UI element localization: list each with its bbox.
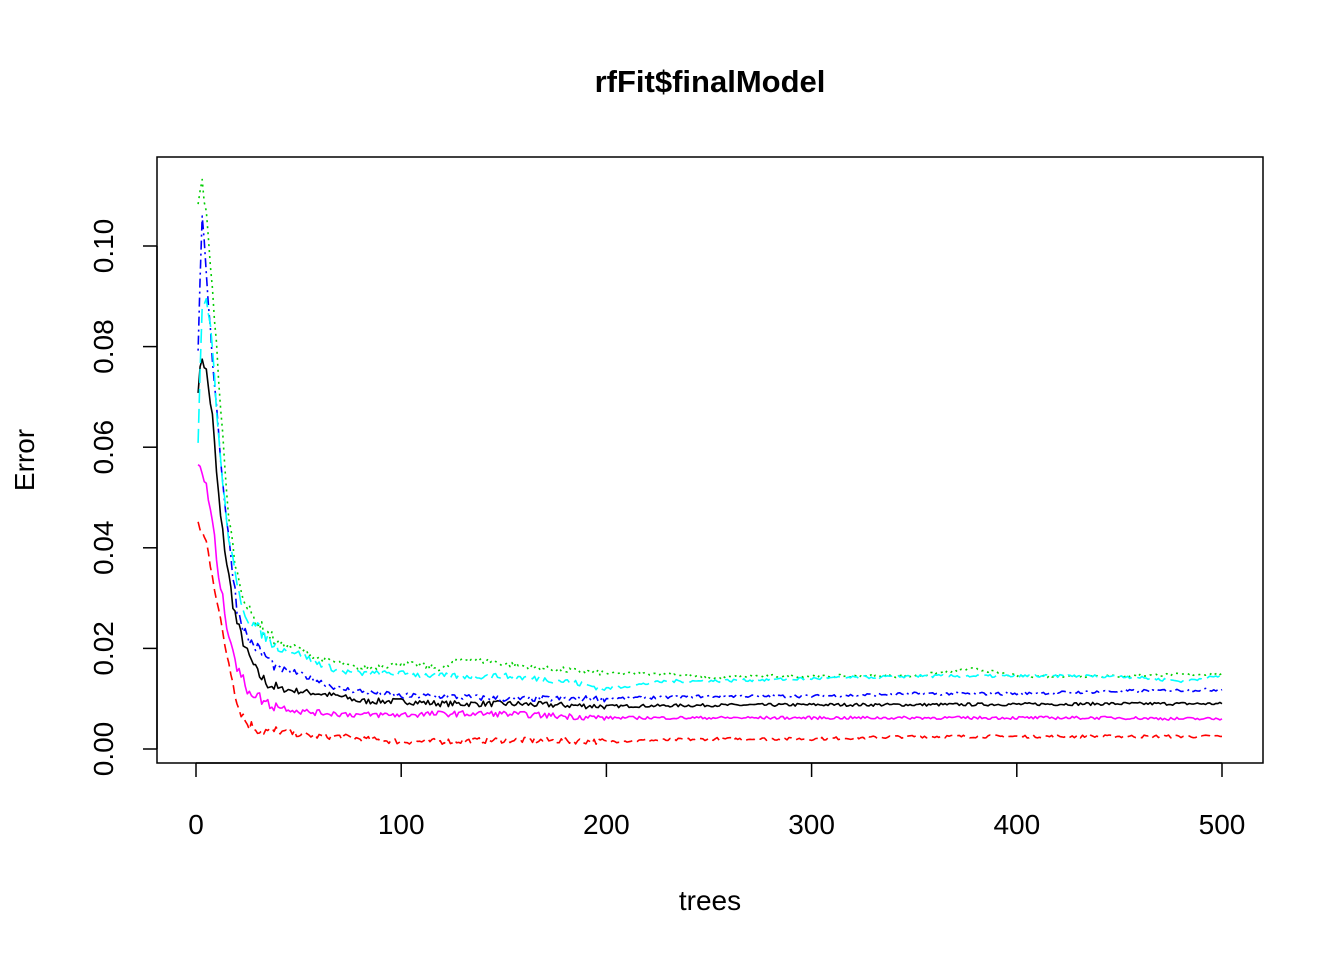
y-tick-label: 0.06	[88, 420, 119, 475]
x-tick-label: 500	[1199, 809, 1246, 840]
chart-title: rfFit$finalModel	[595, 64, 826, 99]
x-tick-label: 200	[583, 809, 630, 840]
y-tick-label: 0.08	[88, 319, 119, 374]
series-line-5	[197, 297, 1223, 692]
series-layer	[197, 178, 1223, 746]
y-tick-label: 0.00	[88, 722, 119, 777]
x-tick-label: 100	[378, 809, 425, 840]
x-tick-label: 300	[788, 809, 835, 840]
series-line-6	[197, 464, 1223, 721]
series-line-2	[197, 521, 1222, 746]
x-tick-label: 0	[188, 809, 204, 840]
y-tick-label: 0.04	[88, 521, 119, 576]
y-tick-label: 0.10	[88, 219, 119, 274]
x-axis: 0 100 200 300 400 500	[188, 762, 1246, 840]
series-line-1	[197, 358, 1223, 710]
plot-frame	[156, 156, 1264, 764]
y-tick-label: 0.02	[88, 621, 119, 676]
y-axis-label: Error	[9, 429, 40, 491]
x-axis-label: trees	[679, 885, 741, 916]
x-tick-label: 400	[993, 809, 1040, 840]
series-line-3	[197, 178, 1223, 681]
series-line-4	[197, 215, 1223, 703]
y-axis: 0.00 0.02 0.04 0.06 0.08 0.10	[88, 219, 158, 777]
